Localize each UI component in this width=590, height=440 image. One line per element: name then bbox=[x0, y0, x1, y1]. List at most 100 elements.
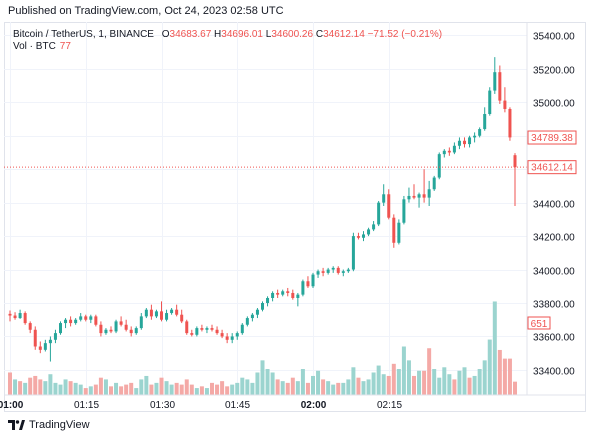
candle[interactable] bbox=[134, 326, 138, 335]
candle[interactable] bbox=[412, 184, 416, 200]
candle[interactable] bbox=[286, 287, 290, 297]
candle[interactable] bbox=[255, 308, 259, 319]
candle[interactable] bbox=[8, 310, 12, 322]
candle[interactable] bbox=[165, 309, 169, 322]
candle[interactable] bbox=[407, 187, 411, 203]
candle[interactable] bbox=[356, 232, 360, 240]
candle[interactable] bbox=[362, 231, 365, 242]
candle[interactable] bbox=[341, 269, 345, 277]
candle[interactable] bbox=[463, 137, 466, 148]
candle[interactable] bbox=[104, 328, 108, 335]
candle[interactable] bbox=[64, 318, 68, 329]
candle[interactable] bbox=[170, 308, 174, 315]
candle[interactable] bbox=[321, 267, 325, 277]
candle[interactable] bbox=[457, 137, 461, 150]
candle[interactable] bbox=[53, 329, 57, 344]
candle[interactable] bbox=[205, 326, 209, 334]
candle[interactable] bbox=[488, 87, 492, 116]
candle[interactable] bbox=[139, 313, 143, 330]
candle[interactable] bbox=[94, 314, 98, 327]
candle[interactable] bbox=[160, 301, 163, 322]
candle[interactable] bbox=[281, 289, 285, 297]
tradingview-brand[interactable]: TradingView bbox=[8, 419, 90, 431]
candle[interactable] bbox=[402, 195, 406, 225]
candle[interactable] bbox=[271, 291, 275, 302]
candle[interactable] bbox=[291, 289, 295, 300]
candle[interactable] bbox=[175, 304, 179, 317]
candle[interactable] bbox=[33, 326, 37, 350]
candle[interactable] bbox=[144, 308, 148, 319]
candle[interactable] bbox=[124, 319, 128, 332]
candle[interactable] bbox=[301, 279, 305, 297]
candle[interactable] bbox=[508, 107, 512, 141]
candle[interactable] bbox=[473, 132, 477, 143]
volume-legend[interactable]: Vol · BTC 77 bbox=[13, 41, 71, 52]
candle[interactable] bbox=[89, 314, 93, 324]
candle[interactable] bbox=[240, 323, 244, 335]
candle[interactable] bbox=[195, 326, 199, 337]
candle[interactable] bbox=[261, 301, 264, 312]
candle[interactable] bbox=[351, 232, 355, 272]
candle[interactable] bbox=[225, 333, 229, 344]
time-axis[interactable]: 01:00 01:15 01:30 01:45 02:00 02:15 bbox=[0, 400, 402, 411]
candle[interactable] bbox=[513, 153, 517, 206]
candle[interactable] bbox=[79, 313, 83, 322]
candle[interactable] bbox=[311, 272, 315, 288]
candle[interactable] bbox=[28, 321, 32, 334]
candle[interactable] bbox=[483, 107, 487, 131]
candle[interactable] bbox=[377, 200, 381, 227]
candle[interactable] bbox=[336, 266, 340, 275]
candle[interactable] bbox=[331, 266, 335, 273]
candle[interactable] bbox=[468, 135, 472, 148]
candle[interactable] bbox=[427, 180, 431, 206]
candle[interactable] bbox=[478, 127, 482, 138]
candle[interactable] bbox=[235, 331, 239, 340]
candle[interactable] bbox=[447, 147, 451, 156]
candle[interactable] bbox=[498, 65, 502, 104]
candle[interactable] bbox=[200, 324, 204, 332]
candle[interactable] bbox=[149, 304, 153, 320]
candle[interactable] bbox=[154, 309, 158, 319]
candle[interactable] bbox=[392, 214, 396, 248]
candle[interactable] bbox=[69, 316, 73, 327]
candle[interactable] bbox=[346, 267, 350, 273]
candle[interactable] bbox=[245, 316, 249, 327]
candle[interactable] bbox=[84, 314, 88, 322]
candle[interactable] bbox=[432, 175, 436, 191]
candle[interactable] bbox=[220, 329, 224, 339]
candle[interactable] bbox=[250, 313, 254, 322]
candle[interactable] bbox=[59, 321, 62, 335]
candle[interactable] bbox=[493, 57, 497, 94]
candle[interactable] bbox=[109, 326, 113, 334]
candle[interactable] bbox=[397, 219, 401, 245]
candle[interactable] bbox=[48, 336, 52, 362]
candle[interactable] bbox=[99, 321, 103, 337]
candle[interactable] bbox=[23, 311, 27, 325]
symbol-legend[interactable]: Bitcoin / TetherUS, 1, BINANCE O34683.67… bbox=[13, 28, 442, 41]
candle[interactable] bbox=[13, 312, 17, 320]
candle[interactable] bbox=[266, 296, 270, 307]
candle[interactable] bbox=[276, 289, 280, 298]
candle[interactable] bbox=[18, 309, 22, 319]
candle[interactable] bbox=[367, 227, 371, 237]
candle[interactable] bbox=[38, 341, 42, 354]
candle[interactable] bbox=[316, 269, 320, 278]
candle[interactable] bbox=[210, 324, 214, 332]
candle[interactable] bbox=[114, 319, 118, 334]
candle[interactable] bbox=[503, 87, 507, 113]
candle[interactable] bbox=[230, 333, 234, 344]
candle[interactable] bbox=[422, 169, 426, 203]
candle[interactable] bbox=[442, 149, 446, 158]
candle[interactable] bbox=[437, 152, 441, 180]
candle[interactable] bbox=[43, 339, 47, 352]
candle[interactable] bbox=[452, 142, 456, 155]
candle[interactable] bbox=[306, 276, 310, 288]
candle[interactable] bbox=[372, 221, 376, 232]
candle[interactable] bbox=[190, 329, 194, 337]
candle[interactable] bbox=[185, 319, 189, 335]
candle[interactable] bbox=[180, 309, 184, 324]
candle[interactable] bbox=[387, 189, 391, 220]
candle[interactable] bbox=[74, 318, 78, 325]
candle[interactable] bbox=[119, 316, 123, 327]
